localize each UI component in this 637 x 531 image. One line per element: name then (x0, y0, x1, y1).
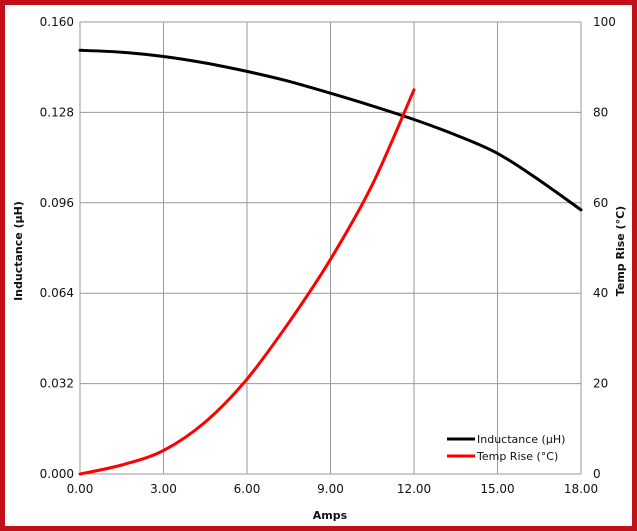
y-right-tick-label: 40 (593, 286, 608, 300)
legend: Inductance (µH) Temp Rise (°C) (447, 433, 565, 463)
chart-frame: 0.00 3.00 6.00 9.00 12.00 15.00 18.00 0.000 0.03… (5, 5, 632, 526)
y-right-tick-label: 80 (593, 105, 608, 119)
x-tick-label: 15.00 (480, 482, 514, 496)
legend-label-inductance: Inductance (µH) (477, 433, 565, 446)
y-left-tick-label: 0.000 (40, 467, 74, 481)
x-tick-label: 0.00 (67, 482, 94, 496)
x-tick-label: 3.00 (150, 482, 177, 496)
x-axis-title: Amps (313, 509, 348, 522)
x-tick-label: 18.00 (564, 482, 598, 496)
y-axis-right-title: Temp Rise (°C) (614, 206, 627, 296)
y-right-tick-label: 100 (593, 15, 616, 29)
y-left-tick-label: 0.064 (40, 286, 74, 300)
tick-labels: 0.00 3.00 6.00 9.00 12.00 15.00 18.00 0.000 0.03… (40, 15, 616, 496)
y-left-tick-label: 0.096 (40, 196, 74, 210)
y-right-tick-label: 60 (593, 196, 608, 210)
x-tick-label: 9.00 (317, 482, 344, 496)
x-tick-label: 12.00 (397, 482, 431, 496)
temp-rise-series-line (78, 88, 416, 476)
y-left-tick-label: 0.128 (40, 105, 74, 119)
grid-lines (79, 21, 582, 475)
y-axis-left-title: Inductance (µH) (12, 201, 25, 301)
legend-label-temp-rise: Temp Rise (°C) (476, 450, 558, 463)
x-tick-label: 6.00 (234, 482, 261, 496)
inductance-series-line (78, 48, 583, 212)
series-lines (78, 48, 583, 476)
chart-canvas: 0.00 3.00 6.00 9.00 12.00 15.00 18.00 0.000 0.03… (12, 15, 627, 522)
y-right-tick-label: 20 (593, 377, 608, 391)
y-left-tick-label: 0.160 (40, 15, 74, 29)
y-right-tick-label: 0 (593, 467, 601, 481)
y-left-tick-label: 0.032 (40, 377, 74, 391)
